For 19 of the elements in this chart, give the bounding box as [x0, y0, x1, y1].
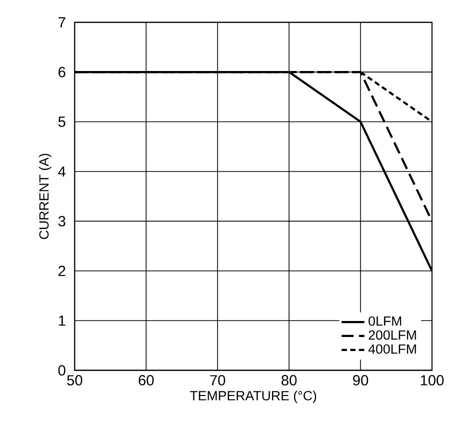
y-axis-title: CURRENT (A) — [38, 154, 52, 239]
x-tick-label: 80 — [282, 375, 297, 386]
y-tick-label: 4 — [58, 166, 66, 177]
x-tick-label: 50 — [67, 375, 82, 386]
y-tick-label: 2 — [58, 266, 66, 276]
y-tick-label: 6 — [58, 66, 66, 78]
x-axis-title: TEMPERATURE (°C) — [190, 390, 316, 404]
y-tick-label: 7 — [58, 17, 66, 28]
x-tick-label: 90 — [353, 375, 368, 386]
x-tick-label: 60 — [138, 375, 154, 386]
x-tick-label: 70 — [210, 375, 226, 386]
legend-label: 200LFM — [368, 330, 416, 340]
y-tick-label: 5 — [58, 116, 66, 127]
legend-label: 400LFM — [368, 344, 416, 354]
y-tick-label: 3 — [58, 216, 66, 226]
legend-label: 0LFM — [368, 316, 402, 326]
y-tick-label: 0 — [58, 365, 66, 376]
x-tick-label: 100 — [420, 375, 444, 386]
y-tick-label: 1 — [58, 316, 66, 326]
